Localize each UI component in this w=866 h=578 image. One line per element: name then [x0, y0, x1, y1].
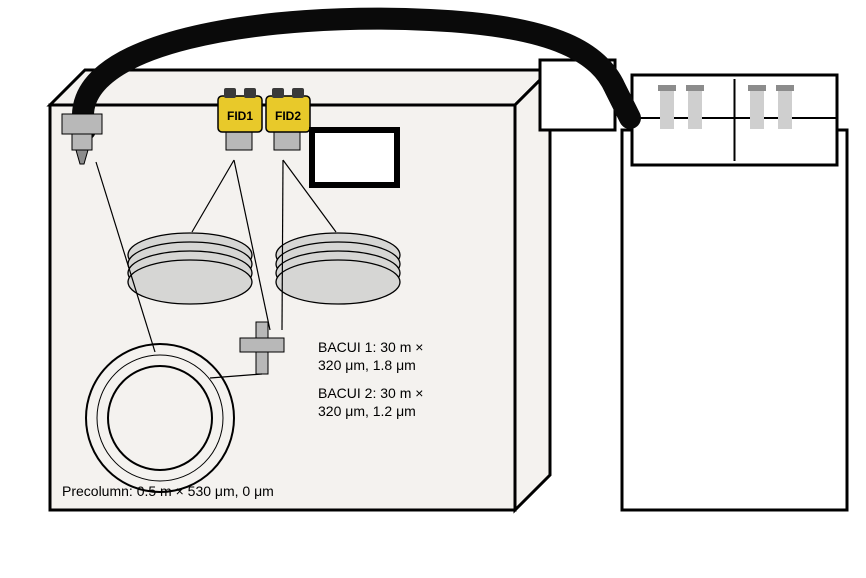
label-bacui2-line2: 320 μm, 1.2 μm: [318, 403, 416, 419]
label-bacui1-line2: 320 μm, 1.8 μm: [318, 357, 416, 373]
diagram-stage: FID1 FID2 BACUI 1: 30 m × 320 μm, 1.8 μm BAC…: [0, 0, 866, 578]
inlet-neck: [72, 134, 92, 150]
inlet-body: [62, 114, 102, 134]
vial-cap: [748, 85, 766, 91]
diagram-svg: FID1 FID2 BACUI 1: 30 m × 320 μm, 1.8 μm BAC…: [0, 0, 866, 578]
splitter-bottom: [256, 352, 268, 374]
oven-port: [312, 130, 397, 185]
vial: [688, 89, 702, 129]
vial: [750, 89, 764, 129]
column-coil-left: [128, 260, 252, 304]
autosampler-body: [622, 130, 847, 510]
vial: [660, 89, 674, 129]
splitter-cross: [240, 338, 284, 352]
fid1-label: FID1: [227, 109, 253, 123]
vial: [778, 89, 792, 129]
vial-cap: [686, 85, 704, 91]
column-coil-right: [276, 260, 400, 304]
label-bacui2: BACUI 2: 30 m ×: [318, 385, 423, 401]
vial-cap: [776, 85, 794, 91]
gc-side-face: [515, 70, 550, 510]
label-bacui1: BACUI 1: 30 m ×: [318, 339, 423, 355]
fid2-label: FID2: [275, 109, 301, 123]
vial-cap: [658, 85, 676, 91]
label-precolumn: Precolumn: 0.5 m × 530 μm, 0 μm: [62, 483, 274, 499]
